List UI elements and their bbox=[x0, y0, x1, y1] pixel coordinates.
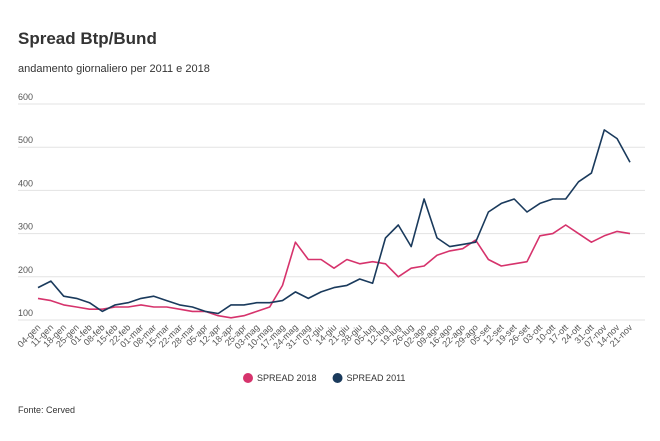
y-tick-label: 100 bbox=[18, 308, 33, 318]
legend-label: SPREAD 2011 bbox=[347, 373, 406, 383]
y-tick-label: 400 bbox=[18, 178, 33, 188]
series-line bbox=[37, 129, 631, 315]
y-tick-label: 600 bbox=[18, 92, 33, 102]
source: Fonte: Cerved bbox=[18, 405, 75, 415]
y-tick-label: 200 bbox=[18, 265, 33, 275]
legend-marker bbox=[243, 373, 253, 383]
legend-marker bbox=[332, 373, 343, 383]
y-tick-label: 500 bbox=[18, 135, 33, 145]
chart-subtitle: andamento giornaliero per 2011 e 2018 bbox=[18, 63, 210, 75]
y-tick-label: 300 bbox=[18, 222, 33, 232]
series-line bbox=[37, 224, 631, 319]
legend-label: SPREAD 2018 bbox=[257, 373, 317, 383]
chart-title: Spread Btp/Bund bbox=[18, 29, 157, 48]
